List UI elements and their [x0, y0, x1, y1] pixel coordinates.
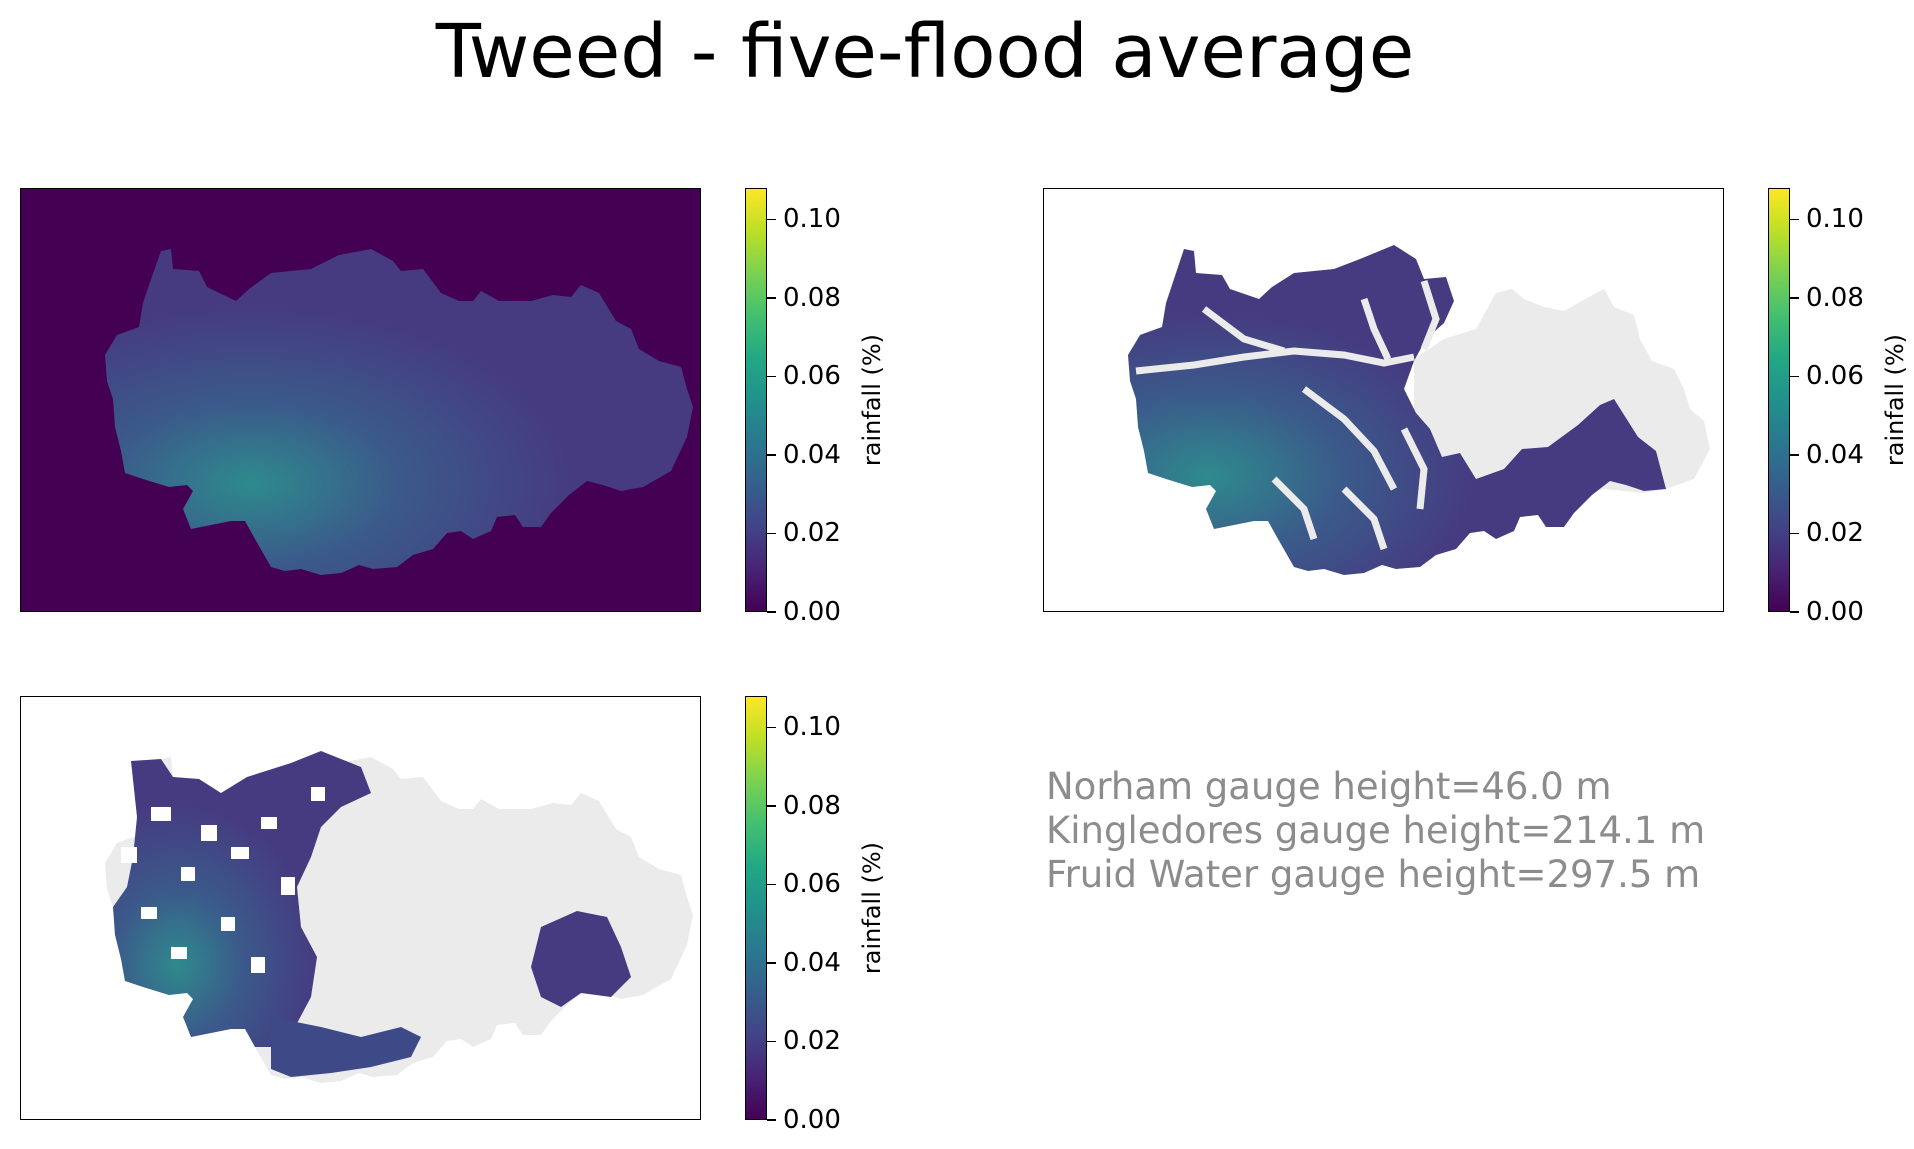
colorbar-tick — [767, 726, 776, 729]
heatmap-full-svg — [21, 189, 700, 611]
mask-holes — [121, 787, 325, 973]
colorbar-tick-label: 0.02 — [1806, 518, 1864, 549]
colorbar-tick — [1790, 611, 1799, 613]
unmasked-region-south — [271, 1017, 421, 1077]
unmasked-region-east — [531, 911, 631, 1007]
figure-title: Tweed - five-flood average — [435, 9, 1415, 95]
colorbar-tick — [767, 1119, 776, 1121]
colorbar-tick — [1790, 454, 1799, 456]
colorbar-tick-label: 0.02 — [783, 518, 841, 549]
colorbar-tick-label: 0.10 — [783, 712, 841, 743]
colorbar-tick — [1790, 375, 1799, 378]
heatmap-panel-full — [20, 188, 701, 612]
colorbar-tick-label: 0.06 — [783, 869, 841, 900]
colorbar-tick — [1790, 532, 1799, 535]
colorbar-tick-label: 0.00 — [783, 597, 841, 627]
colorbar-tick — [767, 805, 776, 807]
colorbar-tick-label: 0.08 — [783, 282, 841, 313]
colorbar-tick-label: 0.06 — [783, 361, 841, 392]
annotation-kingledores: Kingledores gauge height=214.1 m — [1046, 809, 1706, 852]
heatmap-panel-masked-a — [1043, 188, 1724, 612]
heatmap-masked-a-svg — [1044, 189, 1723, 611]
colorbar-label: rainfall (%) — [858, 333, 886, 467]
colorbar-1 — [745, 188, 767, 612]
annotation-norham: Norham gauge height=46.0 m — [1046, 765, 1612, 808]
masked-rivers — [1135, 279, 1440, 551]
colorbar-label: rainfall (%) — [1881, 333, 1909, 467]
colorbar-tick-label: 0.06 — [1806, 361, 1864, 392]
gauge-annotations: Norham gauge height=46.0 m Kingledores g… — [1046, 765, 1705, 897]
unmasked-region — [113, 751, 371, 1047]
colorbar-tick-label: 0.10 — [1806, 204, 1864, 235]
heatmap-masked-b-svg — [21, 697, 700, 1119]
unmasked-region — [1128, 245, 1666, 575]
colorbar-tick-label: 0.00 — [783, 1105, 841, 1135]
colorbar-tick — [767, 454, 776, 456]
colorbar-tick-label: 0.10 — [783, 204, 841, 235]
colorbar-tick — [767, 375, 776, 378]
annotation-fruid-water: Fruid Water gauge height=297.5 m — [1046, 853, 1701, 896]
colorbar-tick — [767, 611, 776, 613]
colorbar-tick-label: 0.02 — [783, 1026, 841, 1057]
colorbar-3 — [745, 696, 767, 1120]
colorbar-tick — [767, 883, 776, 886]
colorbar-2 — [1768, 188, 1790, 612]
heatmap-panel-masked-b — [20, 696, 701, 1120]
colorbar-tick — [767, 218, 776, 221]
colorbar-tick — [767, 532, 776, 535]
colorbar-tick-label: 0.00 — [1806, 597, 1864, 627]
colorbar-tick — [767, 962, 776, 964]
catchment-area — [105, 249, 693, 575]
colorbar-tick-label: 0.04 — [1806, 439, 1864, 470]
colorbar-tick — [1790, 297, 1799, 299]
colorbar-tick-label: 0.08 — [783, 790, 841, 821]
colorbar-tick-label: 0.04 — [783, 947, 841, 978]
colorbar-tick — [767, 297, 776, 299]
colorbar-tick — [1790, 218, 1799, 221]
colorbar-tick — [767, 1040, 776, 1043]
colorbar-label: rainfall (%) — [858, 841, 886, 975]
colorbar-tick-label: 0.08 — [1806, 282, 1864, 313]
colorbar-tick-label: 0.04 — [783, 439, 841, 470]
